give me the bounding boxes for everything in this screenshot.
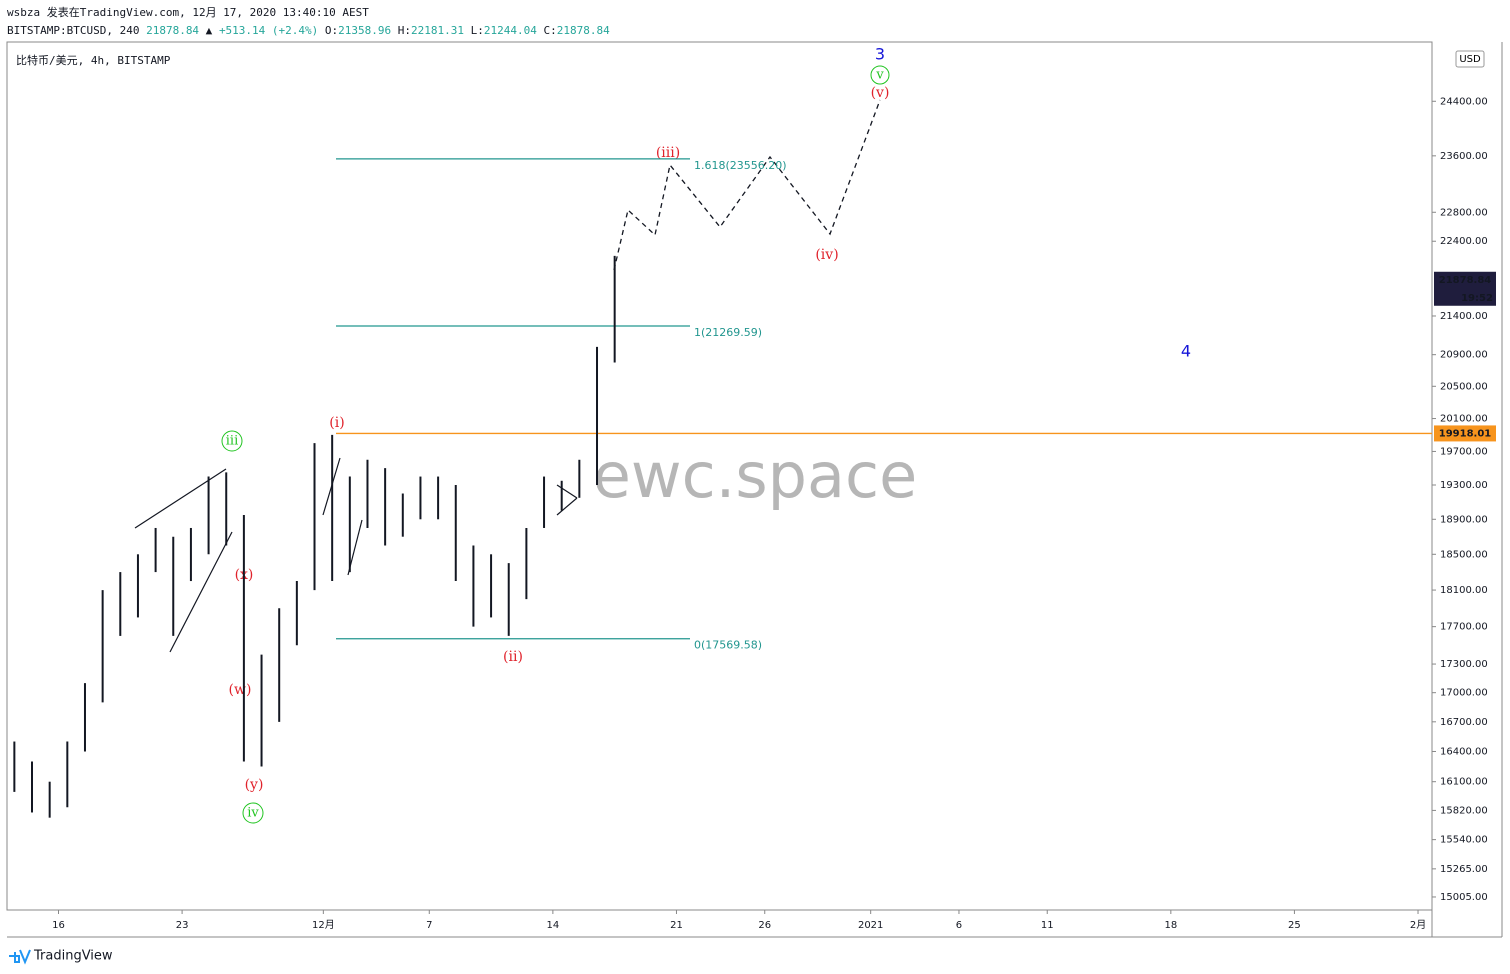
wave-label: (w) [229,682,252,698]
y-tick-label: 20900.00 [1440,350,1488,361]
ohlc-part: H: [391,24,411,37]
y-tick-label: 16400.00 [1440,746,1488,757]
y-tick-label: 15005.00 [1440,892,1488,903]
y-tick-label: 16700.00 [1440,717,1488,728]
ohlc-part: C: [537,24,557,37]
currency: USD [1459,54,1481,65]
x-tick-label: 25 [1288,920,1301,931]
y-tick-label: 20500.00 [1440,381,1488,392]
x-tick-label: 7 [426,920,432,931]
x-tick-label: 6 [956,920,962,931]
y-tick-label: 18500.00 [1440,549,1488,560]
x-tick-label: 11 [1041,920,1054,931]
x-tick-label: 26 [758,920,771,931]
y-tick-label: 21400.00 [1440,311,1488,322]
wave-label: (iii) [656,145,680,161]
price-label: 21878.84 [1439,275,1492,286]
y-tick-label: 17300.00 [1440,659,1488,670]
ohlc-part: 21244.04 [484,24,537,37]
x-tick-label: 14 [547,920,560,931]
wave-label: v [875,68,884,83]
ohlc-part: 21878.84 [557,24,610,37]
y-tick-label: 15540.00 [1440,835,1488,846]
y-tick-label: 24400.00 [1440,96,1488,107]
wave-circle [870,65,890,85]
y-tick-label: 22400.00 [1440,236,1488,247]
ohlc-part: 21878.84 [146,24,199,37]
y-tick-label: 22800.00 [1440,207,1488,218]
x-tick-label: 2月 [1410,919,1426,931]
wave-label: (ii) [503,649,523,665]
y-tick-label: 20100.00 [1440,414,1488,425]
fib-label: 0(17569.58) [694,639,762,652]
wave-label: 3 [875,45,885,64]
wave-circle [242,802,264,824]
price-tag [1434,271,1496,306]
level-tag [1434,425,1496,442]
y-tick-label: 19300.00 [1440,480,1488,491]
fib-label: 1(21269.59) [694,326,762,339]
y-tick-label: 17000.00 [1440,688,1488,699]
y-tick-label: 23600.00 [1440,151,1488,162]
ohlc-part: +513.14 (+2.4%) [219,24,318,37]
header: wsbza 发表在TradingView.com, 12月 17, 2020 1… [7,5,369,19]
watermark: ewc.space [593,439,918,512]
trendlines [134,457,578,653]
y-tick-label: 18100.00 [1440,585,1488,596]
x-tick-label: 23 [176,920,189,931]
wave-label: (iv) [815,247,838,263]
y-tick-label: 17700.00 [1440,622,1488,633]
ohlc-part: 22181.31 [411,24,464,37]
y-tick-label: 16100.00 [1440,777,1488,788]
ohlc-part: O: [318,24,338,37]
wave-circle [221,430,243,452]
level-label: 19918.01 [1439,428,1492,439]
wave-label: iii [226,434,238,449]
ohlc-part: BITSTAMP:BTCUSD, 240 [7,24,146,37]
footer: TradingView [33,949,113,964]
symbol: 比特币/美元, 4h, BITSTAMP [16,53,171,67]
y-tick-label: 15265.00 [1440,864,1488,875]
wave-label: iv [247,806,259,821]
ohlc-line: BITSTAMP:BTCUSD, 240 21878.84 ▲ +513.14 … [7,24,610,37]
ohlc-part: ▲ [199,24,219,37]
y-tick-label: 19700.00 [1440,446,1488,457]
y-tick-label: 15820.00 [1440,805,1488,816]
wave-label: 4 [1181,342,1191,361]
currency-box [1455,50,1485,68]
x-tick-label: 12月 [312,919,335,931]
x-tick-label: 16 [52,920,65,931]
wave-label: (i) [329,415,344,431]
x-tick-label: 21 [670,920,683,931]
logo [9,949,31,965]
y-tick-label: 18900.00 [1440,514,1488,525]
ohlc-part: 21358.96 [338,24,391,37]
x-tick-label: 2021 [858,920,883,931]
countdown: 19:52 [1461,293,1493,304]
wave-label: (y) [245,777,264,793]
x-tick-label: 18 [1164,920,1177,931]
wave-label: (v) [871,85,890,101]
projection-path [613,99,881,271]
ohlc-part: L: [464,24,484,37]
fib-label: 1.618(23556.20) [694,159,787,172]
